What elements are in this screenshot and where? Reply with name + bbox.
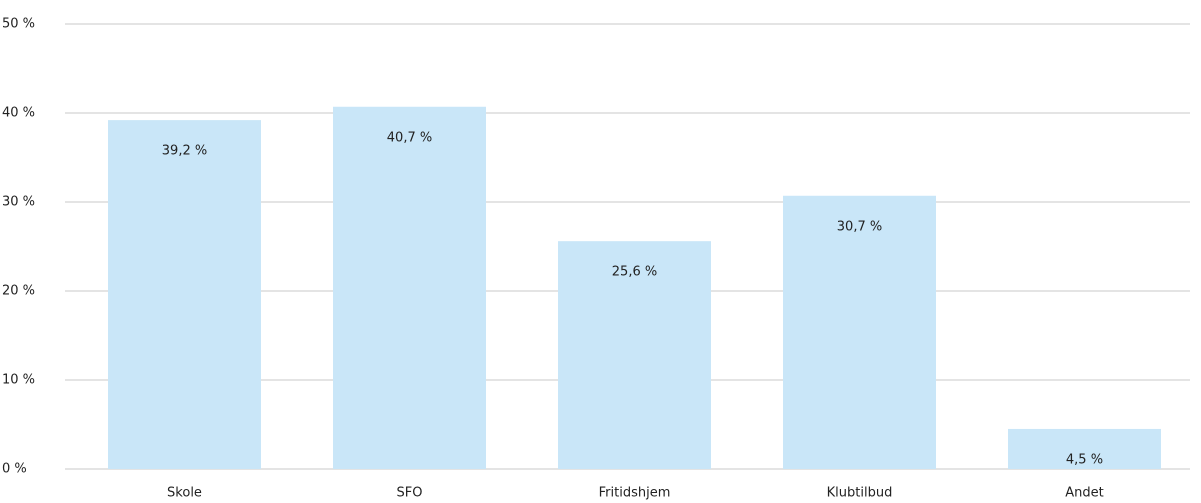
y-tick-label: 50 % [2, 17, 35, 32]
bar [333, 106, 486, 470]
y-tick-label: 0 % [2, 462, 27, 477]
bar [1008, 428, 1161, 469]
x-tick-label: SFO [397, 486, 423, 501]
y-tick-label: 10 % [2, 373, 35, 388]
data-label: 25,6 % [612, 265, 657, 280]
y-tick-label: 40 % [2, 106, 35, 121]
bar [108, 120, 261, 470]
data-label: 40,7 % [387, 130, 432, 145]
x-tick-label: Fritidshjem [599, 486, 671, 501]
y-tick-label: 30 % [2, 195, 35, 210]
data-label: 4,5 % [1066, 452, 1103, 467]
x-tick-label: Skole [167, 486, 202, 501]
y-tick-label: 20 % [2, 284, 35, 299]
bar [783, 195, 936, 469]
data-label: 39,2 % [162, 144, 207, 159]
x-tick-label: Klubtilbud [827, 486, 893, 501]
bar [558, 241, 711, 469]
x-tick-label: Andet [1065, 486, 1103, 501]
data-label: 30,7 % [837, 219, 882, 234]
